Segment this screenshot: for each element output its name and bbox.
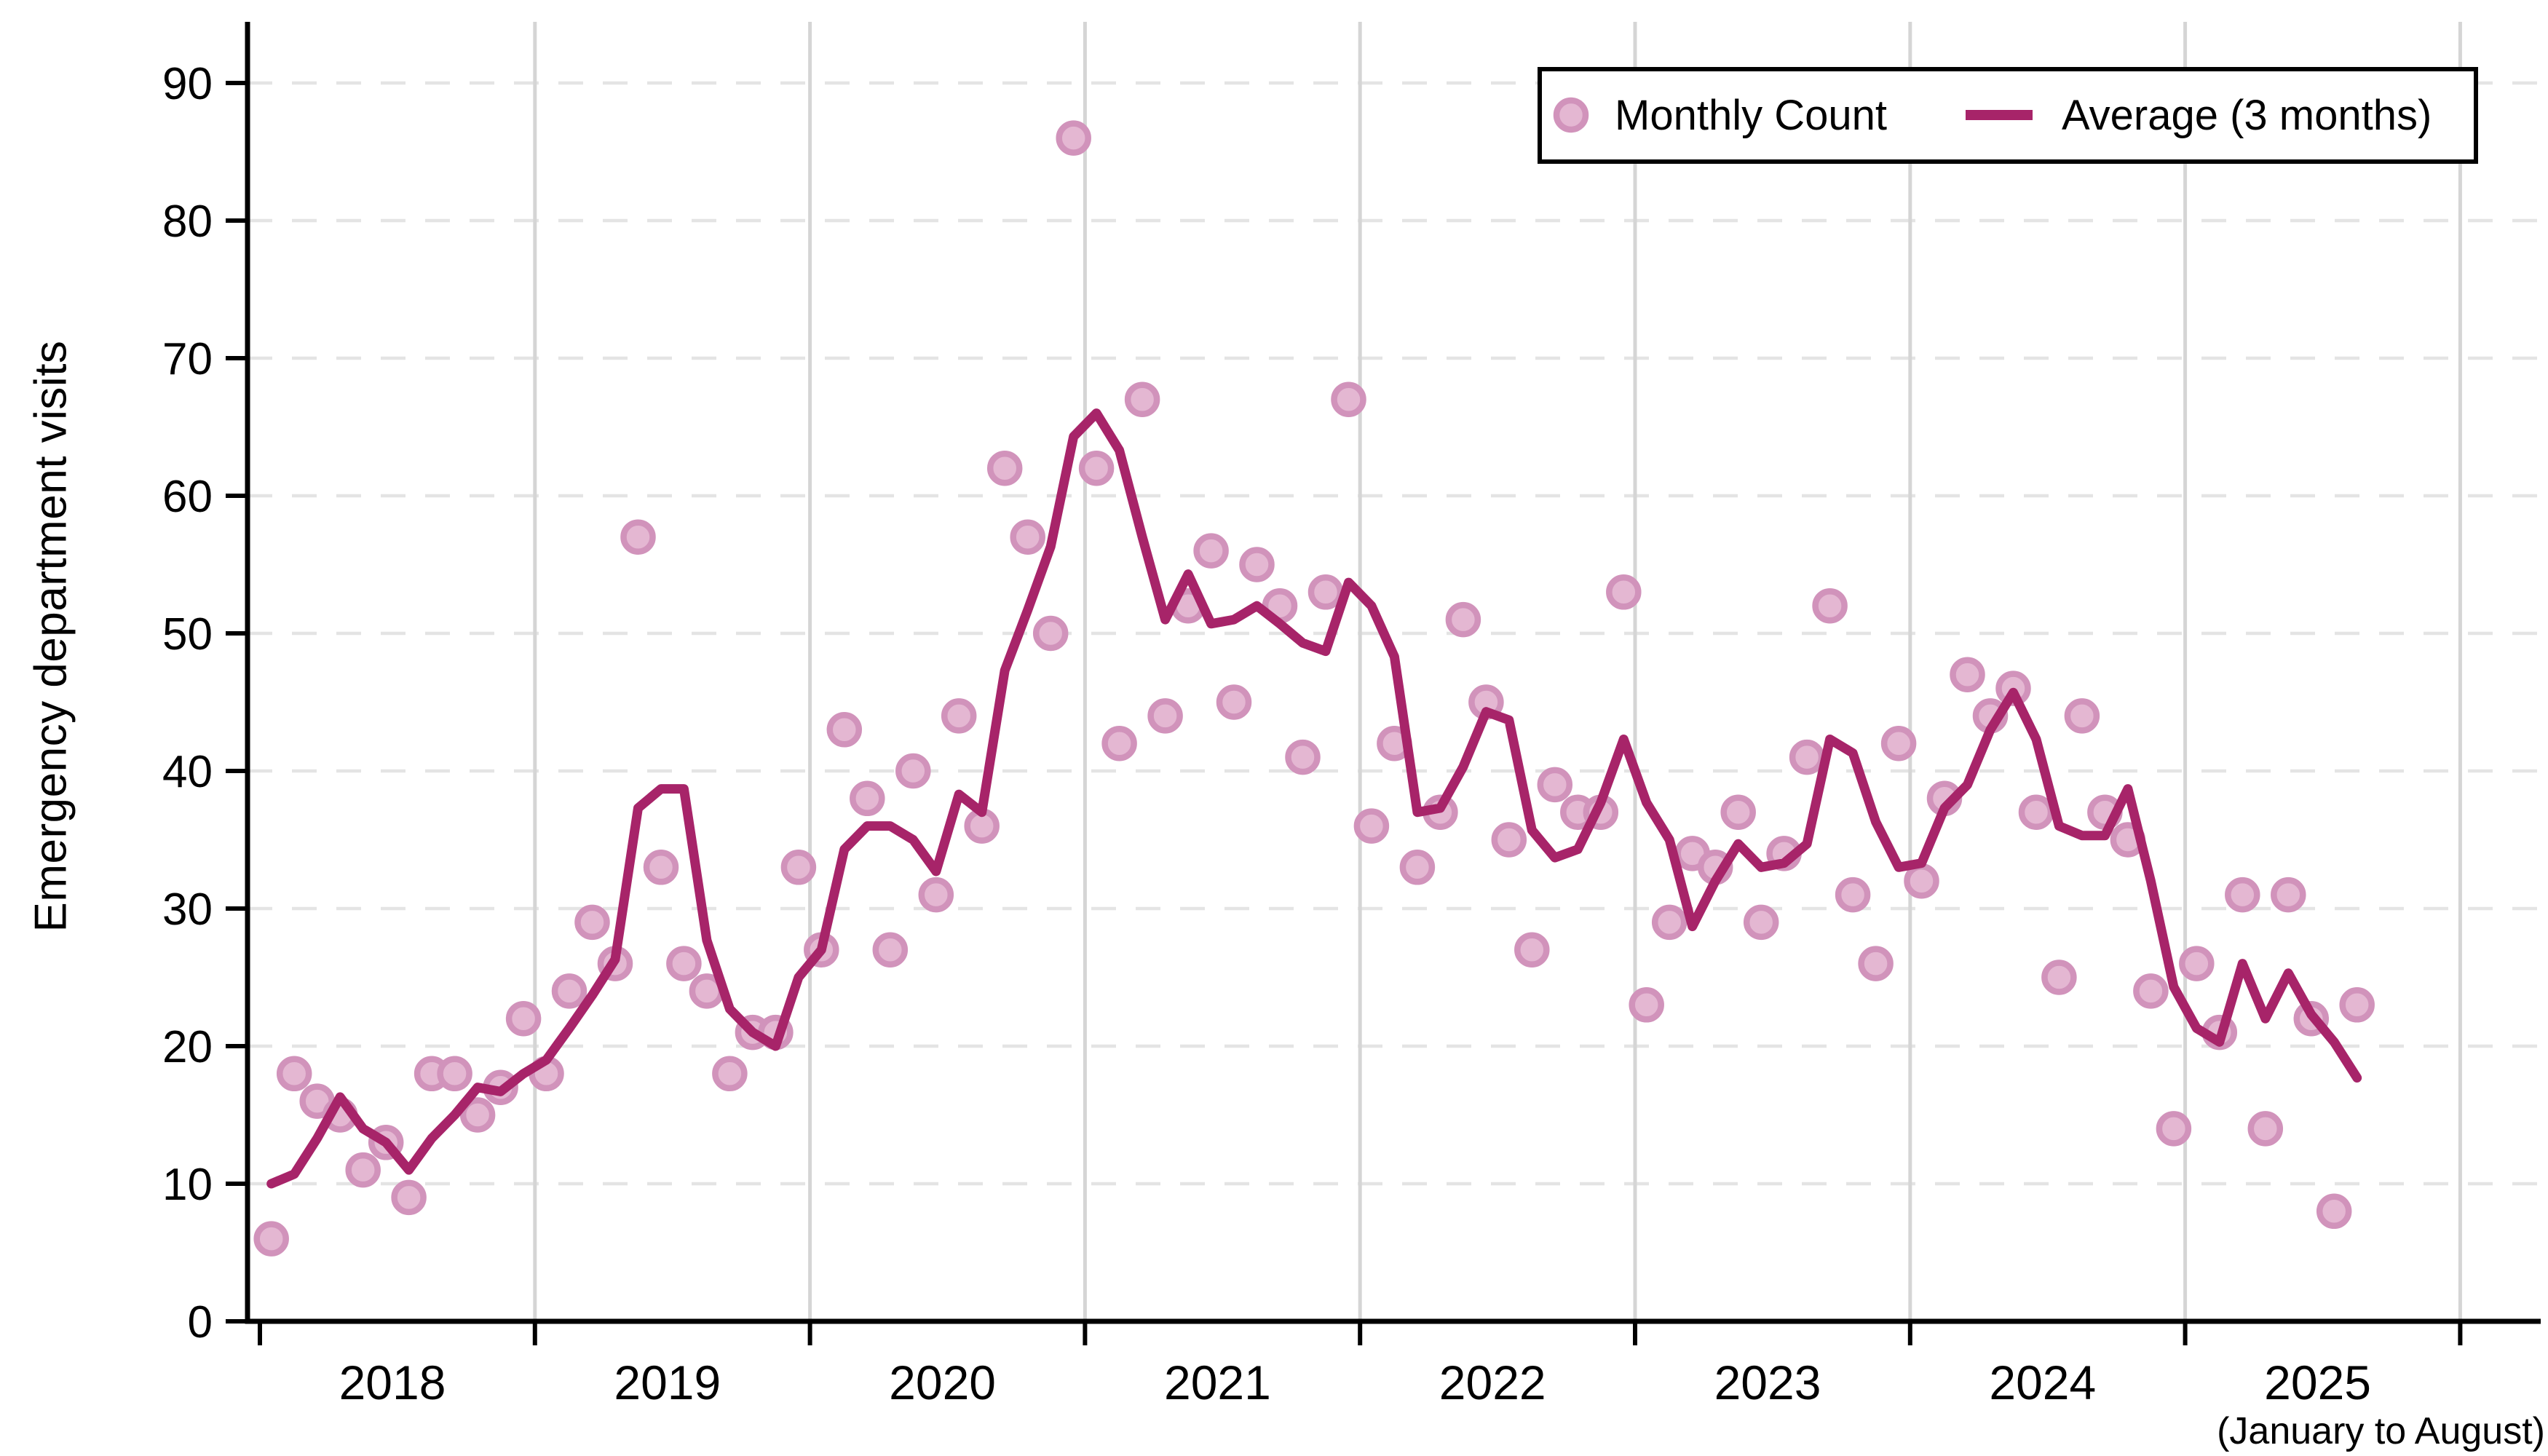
monthly-point	[1331, 381, 1366, 417]
monthly-point	[1032, 615, 1069, 652]
monthly-point	[2064, 698, 2100, 734]
monthly-point	[1537, 767, 1573, 803]
axes	[226, 22, 2541, 1345]
monthly-point	[551, 973, 587, 1009]
axis-tick-labels: 0 10 20 30 40 50 60 70 80 90 2018 2019 2020 2021 2022 2…	[162, 59, 2371, 1409]
monthly-point	[712, 1056, 748, 1092]
gridlines-vertical	[533, 22, 2462, 1321]
average-line-group	[266, 408, 2362, 1189]
monthly-point	[666, 946, 702, 981]
monthly-point	[2316, 1193, 2352, 1230]
monthly-point	[253, 1221, 289, 1257]
legend-label-monthly: Monthly Count	[1615, 92, 1887, 139]
monthly-point	[1399, 850, 1436, 885]
monthly-point	[872, 932, 909, 968]
monthly-point	[1010, 519, 1045, 555]
monthly-point	[1904, 863, 1939, 899]
y-tick-label: 60	[162, 472, 213, 522]
monthly-point	[941, 698, 977, 734]
monthly-point	[505, 1000, 542, 1037]
monthly-point	[276, 1056, 312, 1092]
y-tick-label: 0	[188, 1297, 213, 1348]
y-tick-label: 70	[162, 334, 213, 384]
monthly-point	[2156, 1111, 2192, 1147]
monthly-point	[2179, 946, 2215, 981]
x-tick-label: 2021	[1164, 1356, 1271, 1409]
y-tick-label: 20	[162, 1022, 213, 1072]
gridlines-horizontal	[248, 81, 2541, 1186]
monthly-point	[1216, 684, 1252, 720]
legend: Monthly Count Average (3 months)	[1538, 67, 2478, 164]
monthly-point	[1812, 587, 1848, 624]
monthly-point	[1078, 450, 1115, 486]
monthly-point	[2247, 1111, 2284, 1147]
x-tick-label: 2019	[614, 1356, 721, 1409]
monthly-point	[1124, 381, 1160, 417]
monthly-point	[1491, 822, 1527, 858]
x-tick-label: 2020	[889, 1356, 996, 1409]
y-axis-title: Emergency department visits	[25, 340, 76, 933]
average-line	[266, 408, 2362, 1189]
monthly-point	[1720, 794, 1756, 830]
monthly-point	[1056, 120, 1091, 156]
y-tick-label: 50	[162, 609, 213, 660]
monthly-point	[1950, 657, 1985, 692]
monthly-point	[1858, 946, 1894, 981]
monthly-point	[620, 519, 656, 555]
x-tick-label: 2022	[1439, 1356, 1546, 1409]
legend-label-average: Average (3 months)	[2062, 92, 2432, 139]
monthly-point	[643, 850, 679, 885]
monthly-point	[2339, 987, 2375, 1023]
monthly-point	[2225, 877, 2260, 913]
monthly-point	[1629, 987, 1664, 1023]
monthly-point	[1651, 904, 1688, 941]
monthly-point	[1880, 725, 1917, 761]
monthly-point	[2271, 877, 2306, 913]
monthly-point	[1445, 601, 1481, 638]
monthly-point	[1193, 533, 1229, 569]
x-tick-label: 2018	[339, 1356, 446, 1409]
monthly-point	[1239, 547, 1275, 582]
monthly-point	[2018, 794, 2054, 830]
monthly-point	[345, 1152, 381, 1188]
x-tick-label: 2023	[1714, 1356, 1821, 1409]
legend-marker-icon	[1553, 97, 1589, 133]
monthly-point	[459, 1097, 496, 1133]
monthly-point	[1514, 932, 1550, 968]
monthly-point	[574, 904, 610, 941]
monthly-points	[253, 120, 2375, 1257]
monthly-point	[826, 712, 863, 748]
y-tick-label: 30	[162, 885, 213, 935]
monthly-point	[1353, 808, 1390, 844]
monthly-point	[1789, 739, 1825, 775]
monthly-point	[1307, 574, 1344, 610]
y-tick-label: 10	[162, 1160, 213, 1210]
monthly-point	[780, 850, 817, 885]
monthly-point	[986, 450, 1023, 486]
monthly-point	[1101, 725, 1137, 761]
monthly-point	[850, 780, 885, 817]
monthly-point	[895, 753, 931, 789]
monthly-point	[391, 1179, 427, 1216]
monthly-point	[1147, 698, 1183, 734]
x-tick-label: 2025	[2264, 1356, 2371, 1409]
monthly-point	[1285, 739, 1321, 775]
monthly-point	[1606, 574, 1642, 610]
monthly-point	[2041, 960, 2077, 995]
monthly-point	[1743, 904, 1779, 941]
monthly-point	[1835, 877, 1871, 913]
monthly-point	[437, 1056, 472, 1092]
y-tick-label: 80	[162, 197, 213, 247]
monthly-point	[918, 877, 954, 913]
x-tick-label: 2024	[1989, 1356, 2096, 1409]
y-tick-label: 90	[162, 59, 213, 109]
y-tick-label: 40	[162, 747, 213, 797]
monthly-point	[2133, 973, 2169, 1009]
x-axis-note: (January to August)	[2217, 1410, 2545, 1452]
